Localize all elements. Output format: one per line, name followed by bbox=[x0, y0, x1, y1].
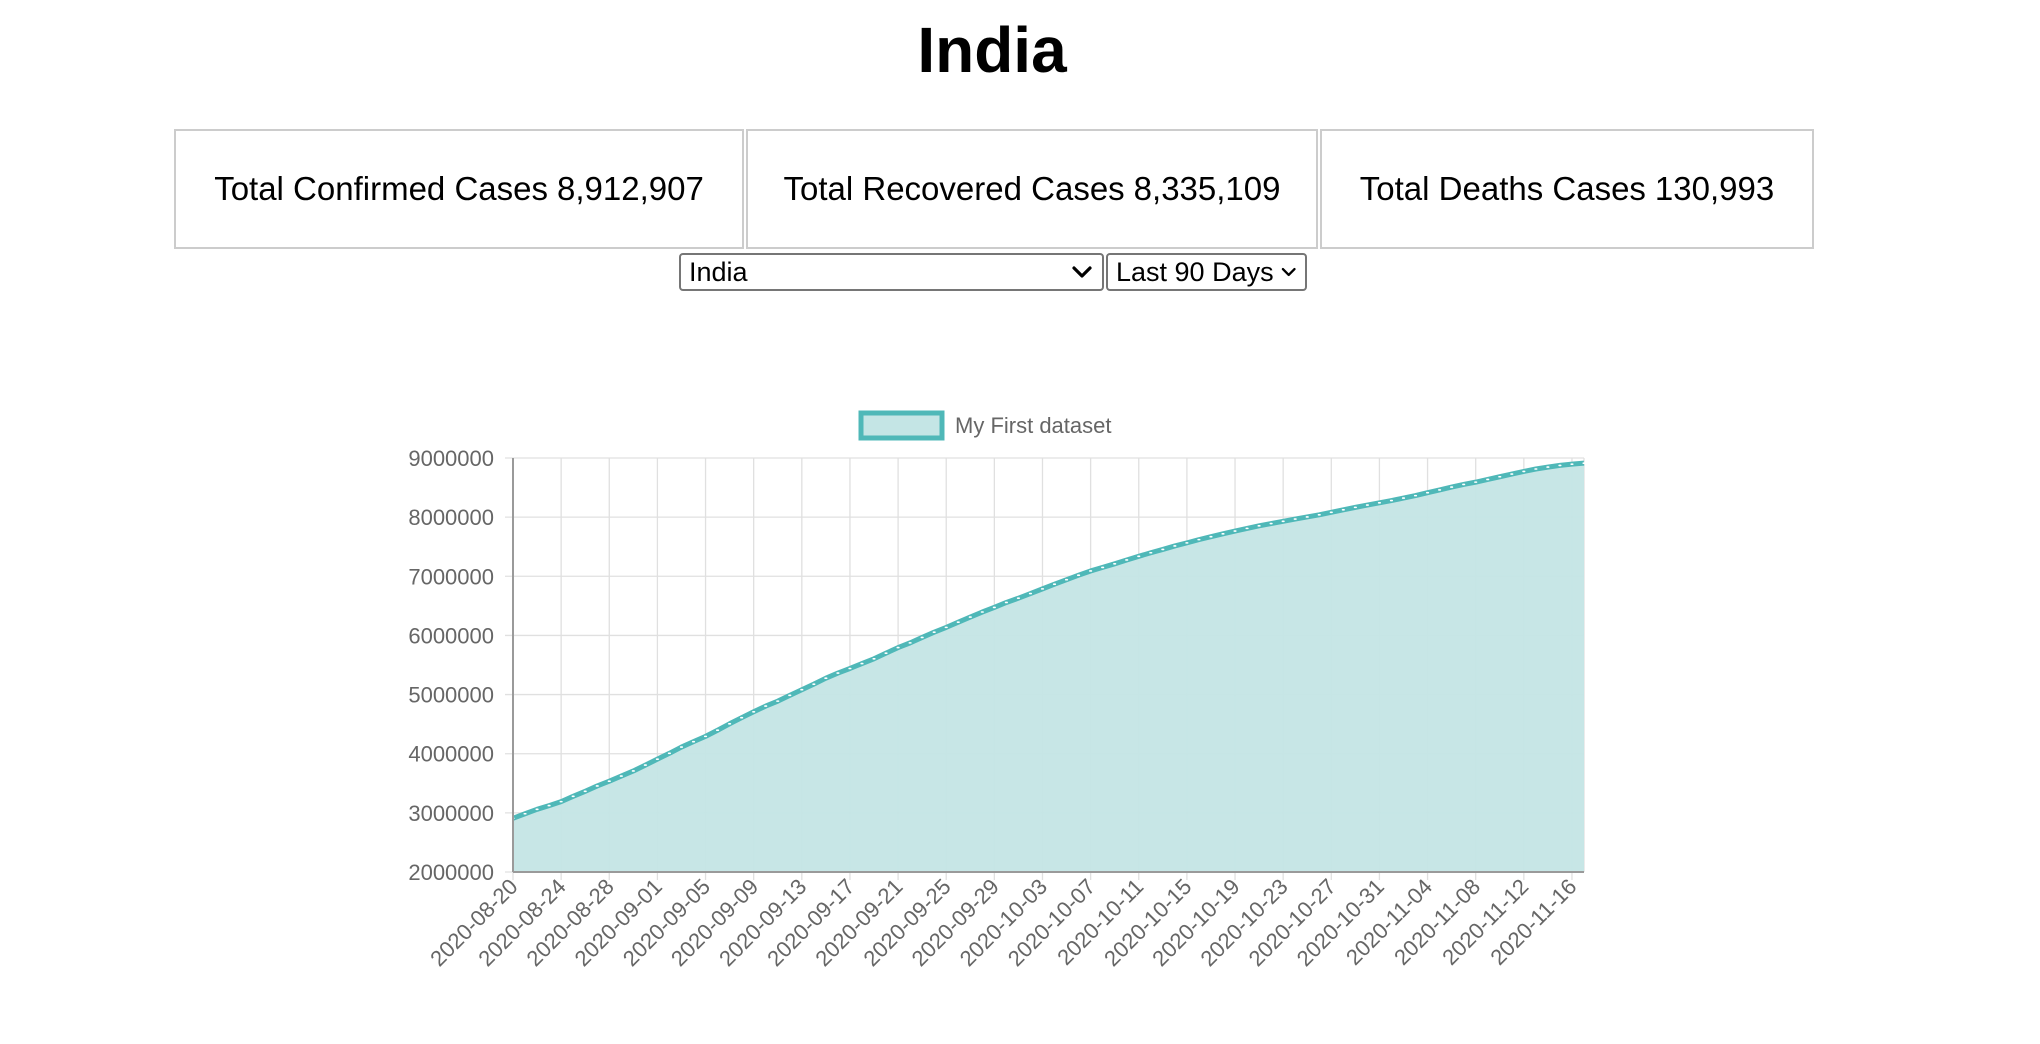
y-tick-label: 4000000 bbox=[408, 742, 494, 767]
deaths-cases-value: 130,993 bbox=[1654, 170, 1775, 207]
range-select-value: Last 90 Days bbox=[1116, 257, 1274, 287]
filter-controls: India Last 90 Days bbox=[679, 253, 1307, 291]
deaths-cases-card: Total Deaths Cases 130,993 bbox=[1320, 129, 1814, 249]
legend-label: My First dataset bbox=[955, 413, 1111, 438]
country-select[interactable]: India bbox=[679, 253, 1104, 291]
country-select-value: India bbox=[689, 257, 748, 287]
y-axis-ticks: 9000000 8000000 7000000 6000000 5000000 40000… bbox=[408, 446, 494, 885]
confirmed-cases-card: Total Confirmed Cases 8,912,907 bbox=[174, 129, 744, 249]
range-select[interactable]: Last 90 Days bbox=[1106, 253, 1307, 291]
legend-swatch bbox=[858, 410, 945, 441]
y-tick-label: 6000000 bbox=[408, 623, 494, 648]
deaths-cases-label: Total Deaths Cases bbox=[1359, 170, 1646, 207]
y-tick-label: 5000000 bbox=[408, 683, 494, 708]
confirmed-cases-value: 8,912,907 bbox=[557, 170, 704, 207]
confirmed-cases-label: Total Confirmed Cases bbox=[214, 170, 548, 207]
y-tick-label: 7000000 bbox=[408, 564, 494, 589]
chevron-down-icon bbox=[1281, 267, 1296, 277]
x-axis-ticks: 2020-08-202020-08-242020-08-282020-09-01… bbox=[425, 874, 1581, 971]
chevron-down-icon bbox=[1072, 266, 1092, 278]
y-tick-label: 2000000 bbox=[408, 860, 494, 885]
recovered-cases-value: 8,335,109 bbox=[1133, 170, 1281, 207]
recovered-cases-card: Total Recovered Cases 8,335,109 bbox=[746, 129, 1318, 249]
stats-row: Total Confirmed Cases 8,912,907 Total Re… bbox=[174, 129, 1814, 249]
chart-axes bbox=[512, 458, 1584, 873]
y-tick-label: 9000000 bbox=[408, 446, 494, 471]
page-title: India bbox=[917, 14, 1067, 86]
series-area-fill bbox=[513, 463, 1584, 872]
recovered-cases-label: Total Recovered Cases bbox=[783, 170, 1125, 207]
y-tick-label: 8000000 bbox=[408, 505, 494, 530]
y-tick-label: 3000000 bbox=[408, 801, 494, 826]
chart-legend[interactable]: My First dataset bbox=[858, 410, 1111, 441]
series-line bbox=[512, 460, 1585, 821]
